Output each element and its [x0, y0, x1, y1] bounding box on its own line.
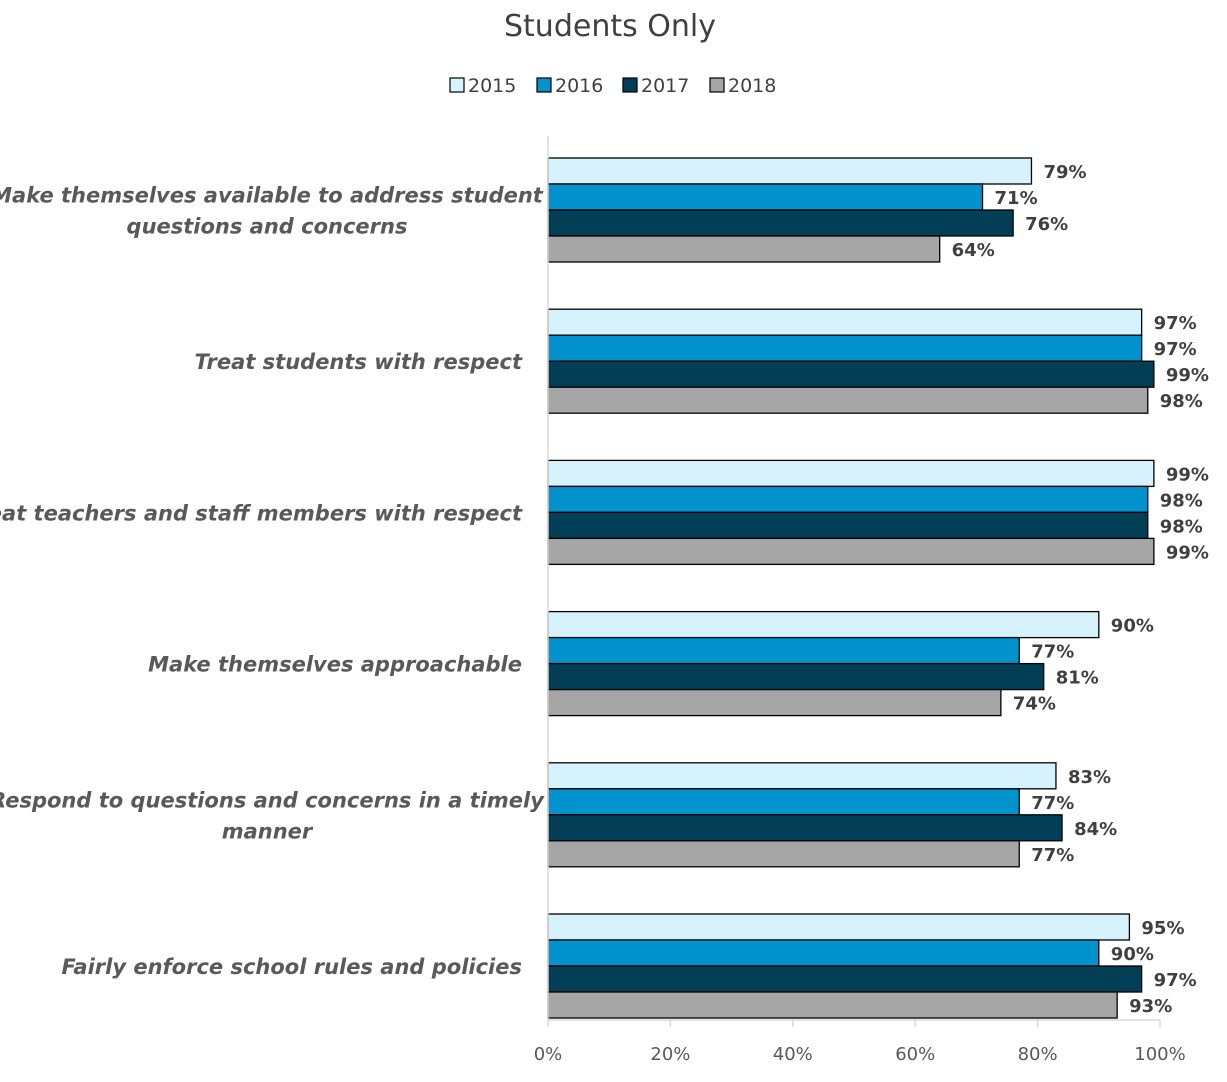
bar-2015: [547, 913, 1131, 941]
x-tick-label: 80%: [1018, 1044, 1058, 1065]
x-tick-label: 60%: [895, 1044, 935, 1065]
data-label-2017: 76%: [1025, 214, 1068, 235]
bar-2016: [547, 939, 1100, 967]
category-label: Make themselves approachable: [148, 653, 522, 677]
category-label: Fairly enforce school rules and policies: [61, 955, 522, 979]
bar-2016: [547, 788, 1020, 816]
bar-2016: [547, 334, 1143, 362]
bar-2015: [547, 157, 1033, 185]
data-label-2017: 97%: [1154, 970, 1197, 991]
legend-label-2017: 2017: [641, 75, 689, 97]
data-label-2016: 71%: [995, 188, 1038, 209]
bar-2018: [547, 991, 1118, 1019]
bar-2018: [547, 235, 941, 263]
data-label-2018: 93%: [1129, 996, 1172, 1017]
data-label-2018: 77%: [1031, 845, 1074, 866]
legend-swatch-2015: [449, 77, 465, 93]
data-label-2018: 99%: [1166, 542, 1209, 563]
data-label-2017: 99%: [1166, 365, 1209, 386]
bar-2018: [547, 386, 1149, 414]
bar-2015: [547, 459, 1155, 488]
legend: 2015 2016 2017 2018: [449, 75, 776, 97]
x-tick-label: 20%: [650, 1044, 690, 1065]
data-labels: 79%71% 76% 64% 97% 97% 99% 98% 99% 98% 98% 99% 90% 7…: [952, 162, 1209, 1017]
data-label-2015: 95%: [1141, 918, 1184, 939]
x-axis: 0% 20% 40% 60% 80% 100%: [534, 136, 1186, 1065]
category-label: Make themselves available to address stu…: [0, 184, 544, 239]
legend-swatch-2017: [622, 77, 638, 93]
category-label: Treat students with respect: [195, 350, 523, 374]
bar-2015: [547, 308, 1143, 336]
data-label-2016: 97%: [1154, 339, 1197, 360]
legend-label-2018: 2018: [728, 75, 776, 97]
data-label-2018: 64%: [952, 240, 995, 261]
data-label-2017: 81%: [1056, 668, 1099, 689]
bar-2018: [547, 537, 1155, 566]
legend-swatch-2018: [709, 77, 725, 93]
data-label-2017: 84%: [1074, 819, 1117, 840]
bar-2017: [547, 511, 1149, 540]
bar-2016: [547, 636, 1020, 665]
category-label: Treat teachers and staff members with re…: [0, 501, 523, 525]
data-label-2015: 83%: [1068, 767, 1111, 788]
bar-2017: [547, 662, 1045, 691]
data-label-2018: 74%: [1013, 694, 1056, 715]
data-label-2015: 79%: [1043, 162, 1086, 183]
bar-2015: [547, 762, 1057, 790]
legend-label-2015: 2015: [468, 75, 516, 97]
category-labels: Make themselves available to address stu…: [0, 184, 545, 980]
data-label-2016: 90%: [1111, 944, 1154, 965]
bar-2015: [547, 610, 1100, 639]
chart-title: Students Only: [504, 9, 716, 44]
data-label-2015: 97%: [1154, 313, 1197, 334]
data-label-2015: 99%: [1166, 464, 1209, 485]
data-label-2015: 90%: [1111, 616, 1154, 637]
legend-label-2016: 2016: [555, 75, 603, 97]
category-label: Respond to questions and concerns in a t…: [0, 788, 545, 843]
data-label-2018: 98%: [1160, 391, 1203, 412]
x-tick-label: 100%: [1134, 1044, 1185, 1065]
bar-2018: [547, 840, 1020, 868]
x-tick-label: 40%: [773, 1044, 813, 1065]
legend-swatch-2016: [536, 77, 552, 93]
bar-2017: [547, 360, 1155, 388]
bars: [547, 157, 1155, 1019]
bar-2017: [547, 965, 1143, 993]
data-label-2016: 77%: [1031, 642, 1074, 663]
bar-2017: [547, 814, 1063, 842]
data-label-2017: 98%: [1160, 516, 1203, 537]
bar-2017: [547, 209, 1014, 237]
bar-2018: [547, 688, 1002, 717]
data-label-2016: 77%: [1031, 793, 1074, 814]
x-tick-label: 0%: [534, 1044, 563, 1065]
bar-2016: [547, 183, 984, 211]
data-label-2016: 98%: [1160, 490, 1203, 511]
bar-2016: [547, 485, 1149, 514]
